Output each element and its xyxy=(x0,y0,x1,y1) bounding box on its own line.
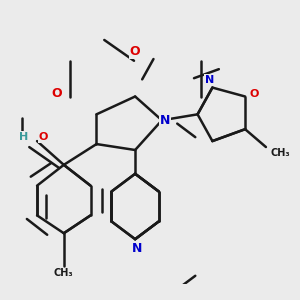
Text: O: O xyxy=(249,88,259,98)
Text: O: O xyxy=(38,132,48,142)
Text: N: N xyxy=(131,242,142,255)
Text: H: H xyxy=(19,132,28,142)
Text: CH₃: CH₃ xyxy=(270,148,290,158)
Text: N: N xyxy=(160,114,170,127)
Text: O: O xyxy=(51,87,62,100)
Text: CH₃: CH₃ xyxy=(54,268,74,278)
Text: O: O xyxy=(130,45,140,58)
Text: N: N xyxy=(205,75,214,85)
